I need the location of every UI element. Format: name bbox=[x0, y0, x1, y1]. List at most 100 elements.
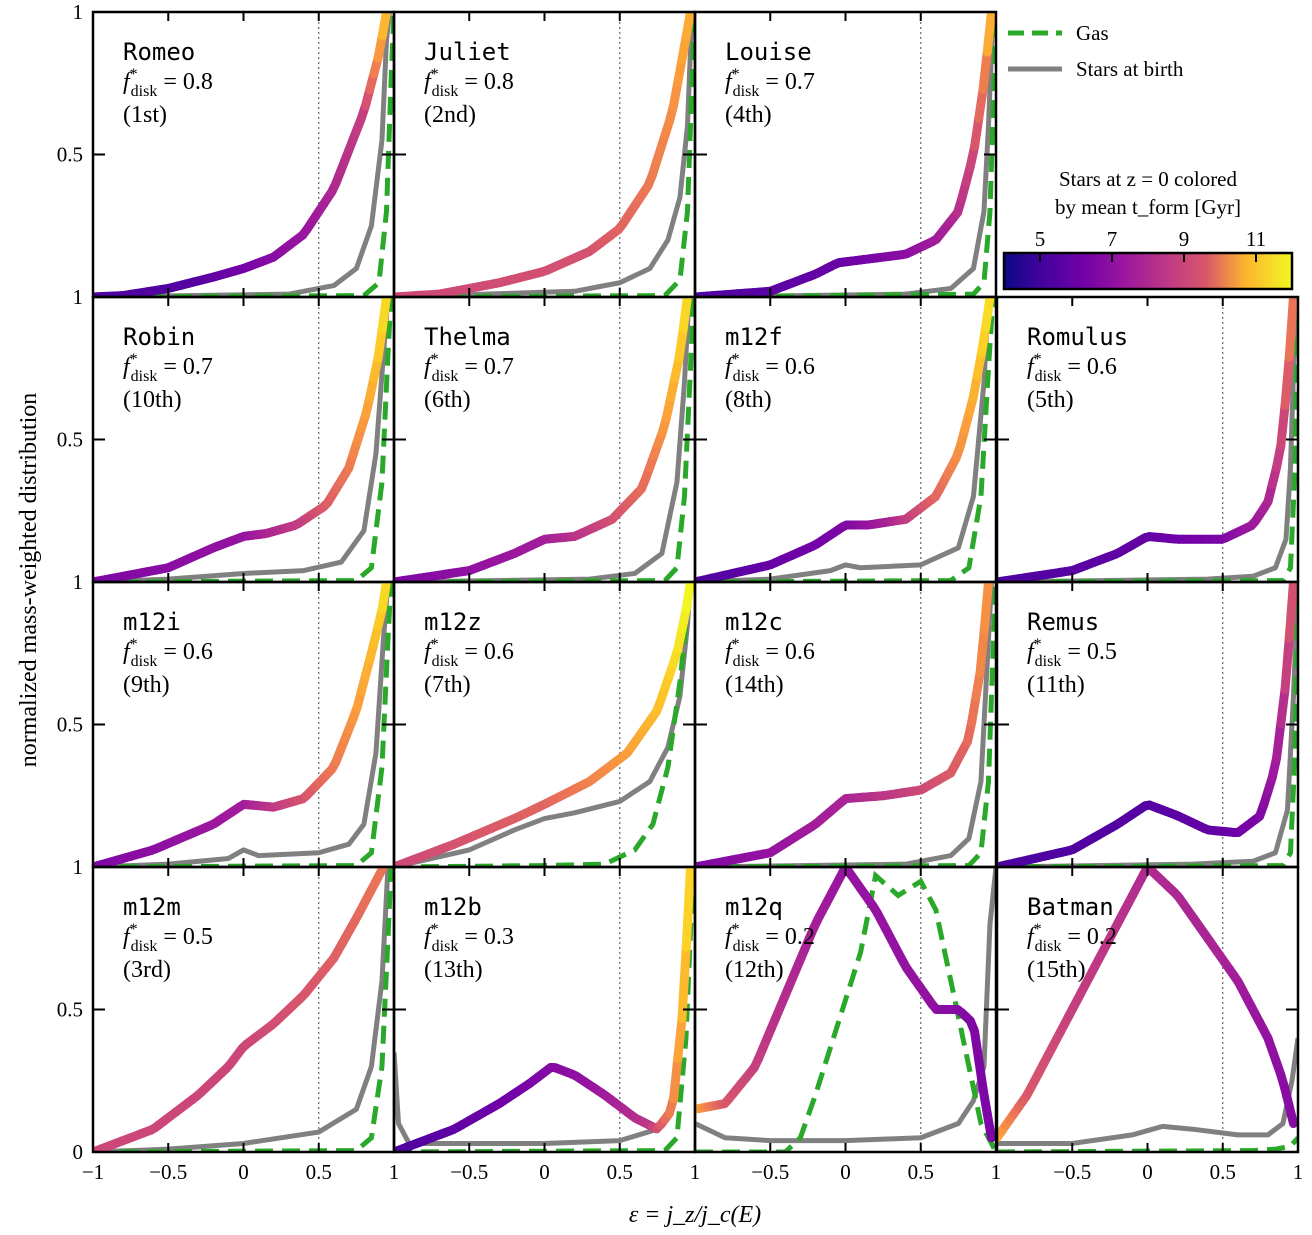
panel-rank: (7th) bbox=[424, 672, 471, 698]
y-tick-label: 1 bbox=[73, 570, 84, 594]
x-tick-label: −0.5 bbox=[450, 1160, 488, 1184]
fdisk-part: f bbox=[123, 924, 133, 950]
fdisk-part: * bbox=[130, 351, 138, 368]
panel-fdisk: f* disk = 0.7 bbox=[725, 66, 815, 100]
fdisk-part: * bbox=[1034, 636, 1042, 653]
fdisk-part: * bbox=[732, 921, 740, 938]
fdisk-part: f bbox=[123, 354, 133, 380]
fdisk-part: disk bbox=[1035, 653, 1062, 670]
x-tick-label: 0 bbox=[539, 1160, 550, 1184]
panel-rank: (4th) bbox=[725, 102, 772, 128]
series-gas bbox=[695, 12, 996, 297]
series-gas bbox=[695, 870, 996, 1152]
fdisk-part: = 0.2 bbox=[1061, 924, 1117, 950]
panel-fdisk: f* disk = 0.7 bbox=[424, 351, 514, 385]
fdisk-part: disk bbox=[1035, 938, 1062, 955]
y-axis-title: normalized mass-weighted distribution bbox=[16, 393, 42, 768]
panel-rank: (10th) bbox=[123, 387, 182, 413]
panel-rank: (13th) bbox=[424, 957, 483, 983]
panel-rank: (15th) bbox=[1027, 957, 1086, 983]
fdisk-part: disk bbox=[131, 83, 158, 100]
panel-rank: (11th) bbox=[1027, 672, 1085, 698]
fdisk-part: f bbox=[725, 354, 735, 380]
fdisk-part: * bbox=[431, 351, 439, 368]
y-tick-label: 1 bbox=[73, 285, 84, 309]
panel-name: m12b bbox=[424, 893, 482, 921]
y-tick-label: 0 bbox=[73, 1140, 84, 1164]
series-stars-z0-segment bbox=[1284, 582, 1298, 643]
y-tick-label: 1 bbox=[73, 855, 84, 879]
series-stars-birth bbox=[695, 12, 996, 297]
series-stars-z0-segment bbox=[677, 942, 691, 1023]
panel-fdisk: f* disk = 0.2 bbox=[725, 921, 815, 955]
panel-rank: (8th) bbox=[725, 387, 772, 413]
fdisk-part: f bbox=[424, 924, 434, 950]
panel-fdisk: f* disk = 0.7 bbox=[123, 351, 213, 385]
y-tick-label: 0.5 bbox=[57, 998, 83, 1022]
y-tick-label: 0.5 bbox=[57, 713, 83, 737]
colorbar-tick-label: 9 bbox=[1179, 227, 1190, 251]
colorbar-tick-label: 5 bbox=[1035, 227, 1046, 251]
panel-rank: (1st) bbox=[123, 102, 167, 128]
panel-name: m12m bbox=[123, 893, 181, 921]
fdisk-part: f bbox=[123, 69, 133, 95]
fdisk-part: f bbox=[424, 69, 434, 95]
colorbar-tick-label: 7 bbox=[1107, 227, 1118, 251]
fdisk-part: * bbox=[130, 66, 138, 83]
x-tick-label: 0.5 bbox=[1210, 1160, 1236, 1184]
x-tick-label: −0.5 bbox=[751, 1160, 789, 1184]
series-stars-z0-segment bbox=[1284, 297, 1298, 362]
fdisk-part: f bbox=[1027, 354, 1037, 380]
panel-fdisk: f* disk = 0.8 bbox=[123, 66, 213, 100]
series-stars-z0-segment bbox=[974, 1055, 988, 1094]
panel-rank: (2nd) bbox=[424, 102, 476, 128]
legend: Gas Stars at birth Stars at z = 0 colore… bbox=[1002, 21, 1294, 291]
fdisk-part: f bbox=[725, 924, 735, 950]
colorbar-ticks: 5 7 9 11 bbox=[1035, 227, 1266, 262]
x-axis-title: ε = j_z/j_c(E) bbox=[629, 1202, 761, 1228]
series-stars-z0-segment bbox=[1272, 719, 1286, 763]
series-stars-z0-segment bbox=[377, 297, 391, 334]
series-stars-birth bbox=[997, 1037, 1298, 1146]
series-stars-z0-segment bbox=[1276, 401, 1290, 451]
legend-gas-label: Gas bbox=[1076, 21, 1109, 45]
series-stars-z0-segment bbox=[674, 324, 688, 363]
y-tick-label: 1 bbox=[73, 0, 84, 24]
series-stars-z0-segment bbox=[681, 582, 695, 614]
panel-rank: (14th) bbox=[725, 672, 784, 698]
panel-rank: (12th) bbox=[725, 957, 784, 983]
series-stars-z0-segment bbox=[974, 85, 988, 123]
series-stars-z0-segment bbox=[1280, 633, 1294, 694]
fdisk-part: disk bbox=[131, 653, 158, 670]
fdisk-part: = 0.5 bbox=[1061, 639, 1117, 665]
series-stars-z0-segment bbox=[681, 12, 695, 41]
y-tick-label: 0.5 bbox=[57, 143, 83, 167]
fdisk-part: f bbox=[424, 639, 434, 665]
fdisk-part: disk bbox=[131, 938, 158, 955]
panel-name: Batman bbox=[1027, 893, 1114, 921]
series-stars-birth bbox=[695, 297, 991, 582]
x-tick-label: 0.5 bbox=[306, 1160, 332, 1184]
series-stars-z0-segment bbox=[1276, 684, 1290, 729]
series-stars-birth bbox=[695, 582, 994, 867]
x-tick-label: 0 bbox=[1142, 1160, 1153, 1184]
fdisk-part: disk bbox=[1035, 368, 1062, 385]
fdisk-part: disk bbox=[733, 83, 760, 100]
panel-name: Louise bbox=[725, 38, 812, 66]
fdisk-part: disk bbox=[432, 653, 459, 670]
x-tick-label: 1 bbox=[991, 1160, 1002, 1184]
fdisk-part: = 0.6 bbox=[759, 354, 815, 380]
fdisk-part: * bbox=[732, 66, 740, 83]
panel-fdisk: f* disk = 0.2 bbox=[1027, 921, 1117, 955]
panel-rank: (5th) bbox=[1027, 387, 1074, 413]
plot-area bbox=[394, 867, 695, 1152]
